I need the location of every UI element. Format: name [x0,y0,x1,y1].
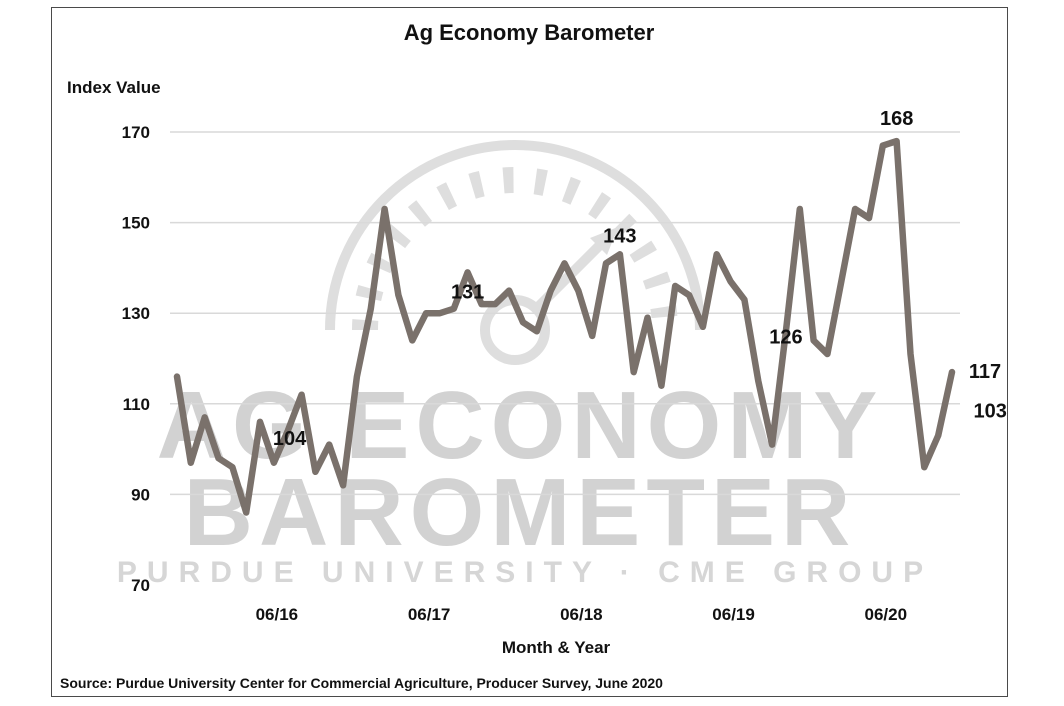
series-line [173,137,956,516]
series-lines [173,137,956,516]
x-tick-label: 06/20 [865,605,908,624]
x-tick-labels: 06/16 06/17 06/18 06/19 06/20 [256,605,907,624]
y-tick-label: 170 [122,123,150,142]
data-label: 103 [973,401,1006,423]
data-label: 131 [451,282,484,304]
y-tick-label: 70 [131,576,150,595]
y-tick-labels: 70 90 110 130 150 170 [122,123,150,595]
data-label: 168 [880,108,913,130]
x-tick-label: 06/19 [712,605,755,624]
y-tick-label: 90 [131,485,150,504]
watermark: AG ECONOMY BAROMETER PURDUE UNIVERSITY ·… [117,140,933,589]
y-axis-label: Index Value [67,78,161,97]
chart-title: Ag Economy Barometer [404,20,655,45]
y-tick-label: 110 [123,395,150,414]
data-label: 143 [603,225,636,247]
x-axis-label: Month & Year [502,638,611,657]
data-label: 117 [969,361,1001,383]
source-note: Source: Purdue University Center for Com… [60,675,663,691]
x-tick-label: 06/16 [256,605,299,624]
watermark-line-3: PURDUE UNIVERSITY · CME GROUP [117,556,933,589]
data-label: 126 [769,326,802,348]
data-annotations: 104 131 143 126 168 103 117 [273,108,1007,450]
data-label: 104 [273,428,307,450]
watermark-line-2: BAROMETER [184,459,857,566]
x-tick-label: 06/18 [560,605,603,624]
y-tick-label: 130 [122,304,150,323]
x-tick-label: 06/17 [408,605,451,624]
y-tick-label: 150 [122,214,150,233]
